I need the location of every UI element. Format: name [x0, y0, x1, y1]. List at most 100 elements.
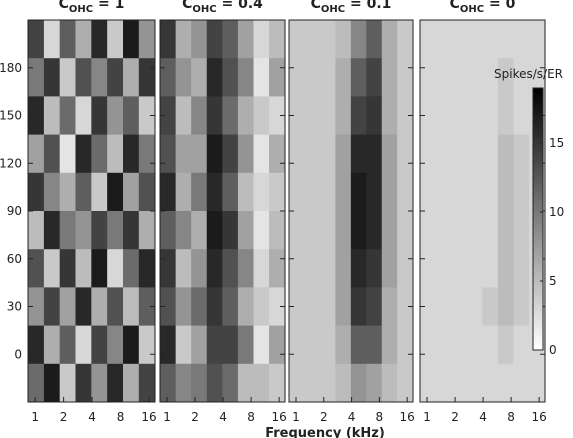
heatmap-cell [222, 287, 239, 327]
heatmap-cell [529, 20, 546, 59]
heatmap-cell [160, 363, 177, 403]
heatmap-cell [269, 58, 286, 97]
heatmap-cell [435, 20, 452, 59]
heatmap-cell [304, 134, 321, 174]
y-tick-label: 150 [0, 109, 22, 123]
heatmap-cell [451, 249, 468, 288]
heatmap-cell [366, 249, 383, 288]
heatmap-cell [319, 363, 336, 403]
heatmap-cell [43, 172, 61, 212]
heatmap-cell [28, 363, 45, 403]
heatmap-cell [59, 172, 76, 212]
y-tick-label: 120 [0, 156, 22, 170]
heatmap-cell [59, 363, 76, 403]
heatmap-cell [335, 325, 352, 365]
heatmap-cell [237, 172, 255, 212]
heatmap-cell [206, 287, 223, 327]
heatmap-cell [466, 363, 483, 403]
heatmap-cell [28, 211, 45, 250]
y-tick-label: 60 [7, 252, 22, 266]
heatmap-cell [420, 287, 437, 327]
heatmap-cell [513, 211, 530, 250]
heatmap-cell [175, 20, 192, 59]
colorbar-tick-label: 15 [549, 136, 564, 150]
heatmap-cell [253, 249, 270, 288]
heatmap-cell [107, 58, 124, 97]
heatmap-cell [466, 287, 483, 327]
heatmap-cell [319, 58, 336, 97]
heatmap-cell [237, 134, 255, 174]
title-main: C [59, 0, 69, 12]
heatmap-cell [175, 287, 192, 327]
heatmap-cell [59, 96, 76, 136]
heatmap-cell [175, 172, 192, 212]
heatmap-cell [451, 58, 468, 97]
x-tick-label: 1 [31, 410, 39, 424]
heatmap-cell [350, 96, 367, 136]
heatmap-cell [319, 172, 336, 212]
heatmap-cell [91, 249, 108, 288]
heatmap-cell [222, 325, 239, 365]
heatmap-cell [304, 20, 321, 59]
heatmap-cell [304, 287, 321, 327]
heatmap-cell [319, 211, 336, 250]
heatmap-cell [435, 211, 452, 250]
heatmap-cell [222, 58, 239, 97]
title-rest: = 0.4 [217, 0, 264, 12]
heatmap-cell [482, 325, 499, 365]
heatmap-cell [28, 96, 45, 136]
heatmap-cell [253, 287, 270, 327]
heatmap-cell [175, 249, 192, 288]
heatmap-cell [43, 249, 61, 288]
heatmap-cell [397, 287, 414, 327]
panel-title: COHC = 1 [59, 0, 125, 15]
heatmap-cell [482, 20, 499, 59]
heatmap-cell [269, 211, 286, 250]
heatmap-cell [319, 287, 336, 327]
heatmap-cell [435, 134, 452, 174]
heatmap-cell [366, 211, 383, 250]
heatmap-cell [191, 20, 208, 59]
heatmap-cell [482, 287, 499, 327]
heatmap-cell [253, 211, 270, 250]
title-main: C [450, 0, 460, 12]
heatmap-cell [451, 96, 468, 136]
heatmap-cell [237, 363, 255, 403]
heatmap-cell [75, 363, 92, 403]
heatmap-cell [123, 211, 140, 250]
x-tick-label: 1 [163, 410, 171, 424]
heatmap-cell [466, 325, 483, 365]
heatmap-cell [191, 249, 208, 288]
heatmap-cell [497, 211, 515, 250]
heatmap-cell [107, 287, 124, 327]
heatmap-cell [350, 211, 367, 250]
heatmap-cell [160, 249, 177, 288]
heatmap-cell [304, 249, 321, 288]
heatmap-cell [482, 96, 499, 136]
heatmap-cell [59, 325, 76, 365]
heatmap-cell [529, 363, 546, 403]
x-tick-label: 8 [507, 410, 515, 424]
heatmap-cell [335, 363, 352, 403]
heatmap-cell [497, 58, 515, 97]
heatmap-cell [75, 287, 92, 327]
heatmap-cell [466, 58, 483, 97]
heatmap-cell [91, 96, 108, 136]
heatmap-cell [304, 58, 321, 97]
heatmap-cell [451, 325, 468, 365]
heatmap-cell [466, 20, 483, 59]
title-rest: = 0.1 [345, 0, 391, 12]
heatmap-cell [138, 20, 156, 59]
heatmap-cell [381, 58, 398, 97]
heatmap-cell [138, 58, 156, 97]
heatmap-cell [482, 363, 499, 403]
heatmap-cell [335, 287, 352, 327]
heatmap-cell [269, 363, 286, 403]
heatmap-cell [43, 20, 61, 59]
heatmap-cell [350, 325, 367, 365]
heatmap-cell [497, 363, 515, 403]
heatmap-cell [466, 172, 483, 212]
heatmap-cell [466, 211, 483, 250]
heatmap-cell [160, 287, 177, 327]
heatmap-cell [191, 134, 208, 174]
